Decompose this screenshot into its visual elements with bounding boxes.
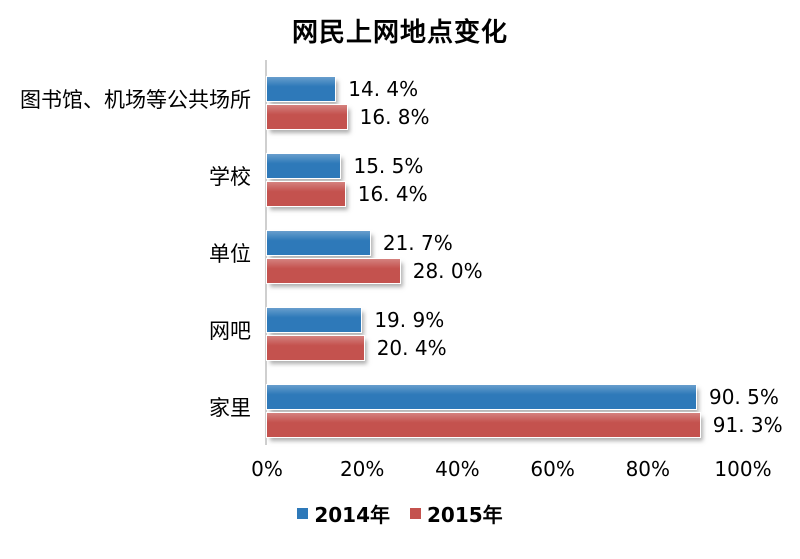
- legend-color-swatch-icon: [410, 508, 421, 519]
- bar-line-2015: 91. 3%: [267, 413, 783, 438]
- category-row: 单位 21. 7% 28. 0%: [0, 214, 800, 291]
- bar-value-label: 15. 5%: [353, 154, 424, 178]
- bar-line-2014: 14. 4%: [267, 77, 741, 102]
- bar: [267, 259, 400, 283]
- bar-value-label: 28. 0%: [412, 259, 483, 283]
- category-row: 学校 15. 5% 16. 4%: [0, 137, 800, 214]
- bar: [267, 336, 364, 360]
- x-tick-label: 0%: [251, 457, 283, 481]
- bar: [267, 105, 347, 129]
- legend-item: 2014年: [297, 499, 390, 528]
- category-label: 单位: [209, 241, 251, 266]
- bar-value-label: 16. 4%: [357, 182, 428, 206]
- bar-line-2015: 28. 0%: [267, 259, 741, 284]
- plot-area: 图书馆、机场等公共场所 14. 4% 16. 8% 学校 15. 5% 16. …: [0, 60, 800, 445]
- bar: [267, 231, 370, 255]
- bar: [267, 77, 336, 101]
- chart-title: 网民上网地点变化: [291, 18, 508, 48]
- bar-value-label: 16. 8%: [359, 105, 430, 129]
- legend-label: 2015年: [427, 503, 503, 527]
- bar-group: 21. 7% 28. 0%: [265, 214, 741, 291]
- bar-value-label: 14. 4%: [348, 77, 419, 101]
- bar: [267, 154, 341, 178]
- bar-value-label: 21. 7%: [382, 231, 453, 255]
- bar-line-2014: 15. 5%: [267, 154, 741, 179]
- legend-label: 2014年: [314, 503, 390, 527]
- bar: [267, 308, 362, 332]
- bar-value-label: 91. 3%: [712, 413, 783, 437]
- category-label: 网吧: [209, 318, 251, 343]
- bar-line-2015: 20. 4%: [267, 336, 741, 361]
- bar-line-2015: 16. 8%: [267, 105, 741, 130]
- bar: [267, 182, 345, 206]
- bar-group: 15. 5% 16. 4%: [265, 137, 741, 214]
- category-label: 学校: [209, 164, 251, 189]
- bar-group: 14. 4% 16. 8%: [265, 60, 741, 137]
- plot-rows: 图书馆、机场等公共场所 14. 4% 16. 8% 学校 15. 5% 16. …: [0, 60, 800, 445]
- category-label: 家里: [209, 395, 251, 420]
- category-row: 网吧 19. 9% 20. 4%: [0, 291, 800, 368]
- bar-group: 19. 9% 20. 4%: [265, 291, 741, 368]
- bar-line-2014: 21. 7%: [267, 231, 741, 256]
- bar-line-2014: 90. 5%: [267, 385, 779, 410]
- x-tick-label: 60%: [530, 457, 575, 481]
- bar: [267, 413, 700, 437]
- bar-group: 90. 5% 91. 3%: [265, 368, 783, 445]
- bar-line-2014: 19. 9%: [267, 308, 741, 333]
- category-label: 图书馆、机场等公共场所: [20, 87, 251, 112]
- x-tick-label: 20%: [339, 457, 385, 481]
- bar-value-label: 20. 4%: [376, 336, 447, 360]
- category-row: 家里 90. 5% 91. 3%: [0, 368, 800, 445]
- x-tick-label: 100%: [714, 457, 772, 481]
- category-row: 图书馆、机场等公共场所 14. 4% 16. 8%: [0, 60, 800, 137]
- x-tick-label: 80%: [625, 457, 671, 481]
- bar-line-2015: 16. 4%: [267, 182, 741, 207]
- bar-value-label: 19. 9%: [374, 308, 445, 332]
- bar-value-label: 90. 5%: [708, 385, 779, 409]
- bar: [267, 385, 696, 409]
- x-axis: 0% 20% 40% 60% 80% 100%: [251, 457, 771, 483]
- legend: 2014年 2015年: [0, 499, 800, 528]
- legend-item: 2015年: [410, 499, 503, 528]
- x-tick-label: 40%: [435, 457, 480, 481]
- legend-color-swatch-icon: [297, 508, 309, 519]
